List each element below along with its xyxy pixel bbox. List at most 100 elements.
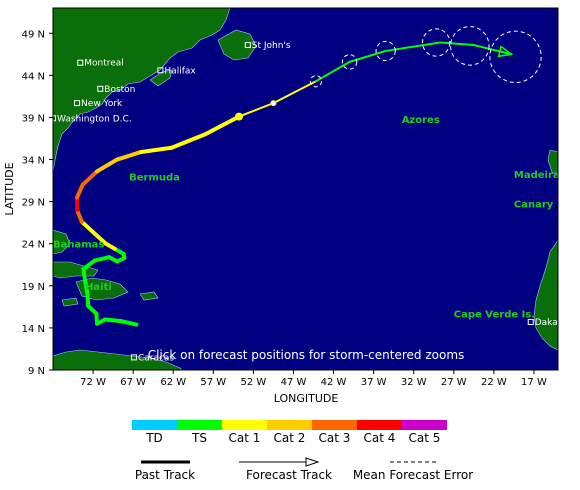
- y-axis: 49 N 44 N 39 N 34 N 29 N 24 N 19 N 14 N 9 N: [22, 29, 53, 377]
- x-tick-label: 62 W: [160, 377, 186, 388]
- forecast-error-circle[interactable]: [309, 75, 323, 88]
- past-track-segment: [83, 278, 90, 297]
- past-track-segment: [169, 132, 208, 150]
- y-tick-label: 9 N: [28, 366, 45, 377]
- intensity-legend: TD TS Cat 1 Cat 2 Cat 3 Cat 4 Cat 5: [132, 420, 447, 445]
- forecast-track-segment: [314, 60, 351, 83]
- land-jamaica: [61, 297, 79, 307]
- y-tick-label: 19 N: [22, 282, 45, 293]
- forecast-points[interactable]: [234, 26, 542, 121]
- past-track-segment: [81, 258, 97, 271]
- y-tick-label: 39 N: [22, 113, 45, 124]
- past-track-segment: [103, 317, 124, 324]
- legend-label-ts: TS: [191, 431, 207, 445]
- city-label-dakar: Dakar: [535, 318, 562, 328]
- city-marker: [130, 354, 137, 361]
- land-newfoundland: [217, 29, 257, 61]
- x-tick-label: 32 W: [401, 377, 427, 388]
- land-south-america: [53, 349, 183, 370]
- x-axis: 72 W 67 W 62 W 57 W 52 W 47 W 42 W 37 W 32 W 27 W…: [80, 370, 547, 388]
- forecast-track: [237, 41, 514, 118]
- forecast-error-circle[interactable]: [375, 40, 396, 62]
- legend-label-td: TD: [145, 431, 163, 445]
- past-track-segment: [139, 145, 174, 154]
- y-tick-label: 44 N: [22, 71, 45, 82]
- x-tick-label: 42 W: [321, 377, 347, 388]
- city-marker: [74, 100, 81, 107]
- track-legend: Past Track Forecast Track Mean Forecast …: [135, 457, 473, 482]
- past-track-segment: [203, 114, 241, 137]
- x-tick-label: 57 W: [200, 377, 226, 388]
- land-cuba: [53, 261, 99, 279]
- x-tick-label: 37 W: [361, 377, 387, 388]
- city-marker: [53, 115, 56, 122]
- map-frame: [52, 7, 559, 371]
- y-tick-label: 49 N: [22, 29, 45, 40]
- land-north-america: [53, 8, 231, 173]
- city-marker: [527, 319, 534, 326]
- y-tick-label: 29 N: [22, 198, 45, 209]
- mean-error-label: Mean Forecast Error: [353, 468, 473, 482]
- legend-swatch-td: [132, 420, 177, 430]
- forecast-position-point[interactable]: [270, 100, 277, 107]
- past-track: [75, 114, 241, 327]
- region-label-haiti: Haiti: [85, 282, 112, 293]
- forecast-arrowhead: [497, 45, 514, 58]
- city-label-caracas: Caracas: [138, 353, 174, 363]
- forecast-track-segment: [348, 49, 387, 63]
- forecast-track-segment: [272, 80, 317, 105]
- x-axis-title: LONGITUDE: [274, 392, 339, 405]
- past-track-segment: [75, 208, 84, 224]
- land-puerto-rico: [139, 291, 159, 301]
- x-tick-label: 72 W: [80, 377, 106, 388]
- forecast-track-segment: [439, 41, 475, 47]
- legend-label-cat-1: Cat 1: [229, 431, 261, 445]
- region-label-canary: Canary: [514, 199, 554, 210]
- region-label-azores: Azores: [402, 115, 440, 126]
- city-label-washington-d-c: Washington D.C.: [57, 114, 132, 124]
- land-nova-scotia: [149, 69, 173, 87]
- y-axis-title: LATITUDE: [3, 162, 16, 215]
- forecast-track-segment: [237, 102, 275, 118]
- region-label-cape-verde-is: Cape Verde Is.: [454, 310, 535, 321]
- forecast-error-circle[interactable]: [341, 54, 358, 70]
- past-track-segment: [119, 319, 139, 327]
- forecast-track-label: Forecast Track: [246, 468, 332, 482]
- land-bahamas: [53, 229, 71, 255]
- x-tick-label: 67 W: [120, 377, 146, 388]
- land-africa: [533, 239, 558, 351]
- forecast-arrow-icon: [305, 457, 320, 467]
- past-track-segment: [79, 219, 97, 236]
- legend-swatch-cat-1: [222, 420, 267, 430]
- land-iberia: [547, 149, 558, 177]
- forecast-error-circle[interactable]: [450, 26, 490, 66]
- x-tick-label: 47 W: [281, 377, 307, 388]
- forecast-track-segment: [472, 44, 513, 56]
- y-tick-label: 14 N: [22, 324, 45, 335]
- y-tick-label: 24 N: [22, 240, 45, 251]
- past-track-label: Past Track: [135, 468, 195, 482]
- city-label-halifax: Halifax: [164, 66, 196, 76]
- city-marker: [97, 85, 104, 92]
- forecast-position-point[interactable]: [234, 112, 243, 121]
- forecast-error-circle[interactable]: [489, 30, 542, 83]
- zoom-notice: Click on forecast positions for storm-ce…: [148, 348, 465, 362]
- legend-label-cat-3: Cat 3: [319, 431, 351, 445]
- legend-label-cat-5: Cat 5: [409, 431, 441, 445]
- region-labels: Bermuda Azores Madeira Canary Bahamas Haiti Ca…: [53, 115, 560, 321]
- city-label-st-john-s: St John's: [252, 41, 291, 51]
- x-tick-label: 27 W: [441, 377, 467, 388]
- region-label-bermuda: Bermuda: [129, 172, 180, 183]
- legend-label-cat-2: Cat 2: [274, 431, 306, 445]
- city-marker: [77, 59, 84, 66]
- past-track-segment: [115, 149, 144, 162]
- legend-swatch-cat-2: [267, 420, 312, 430]
- region-label-madeira: Madeira: [514, 170, 560, 181]
- forecast-error-circle[interactable]: [422, 28, 451, 57]
- legend-swatch-cat-4: [357, 420, 402, 430]
- legend-swatch-cat-3: [312, 420, 357, 430]
- past-track-segment: [92, 255, 112, 263]
- city-marker: [157, 67, 164, 74]
- x-tick-label: 22 W: [481, 377, 507, 388]
- past-track-segment: [75, 182, 85, 200]
